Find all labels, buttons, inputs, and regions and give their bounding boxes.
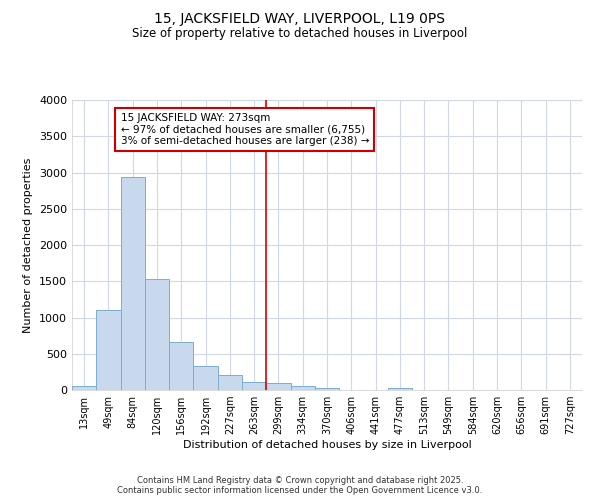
Bar bbox=[193, 366, 218, 390]
Text: Contains HM Land Registry data © Crown copyright and database right 2025.
Contai: Contains HM Land Registry data © Crown c… bbox=[118, 476, 482, 495]
Text: 15, JACKSFIELD WAY, LIVERPOOL, L19 0PS: 15, JACKSFIELD WAY, LIVERPOOL, L19 0PS bbox=[155, 12, 445, 26]
Bar bbox=[169, 342, 193, 390]
Bar bbox=[96, 310, 121, 390]
Bar bbox=[218, 375, 242, 390]
Bar bbox=[266, 384, 290, 390]
Bar bbox=[388, 388, 412, 390]
Text: Size of property relative to detached houses in Liverpool: Size of property relative to detached ho… bbox=[133, 28, 467, 40]
Bar bbox=[290, 386, 315, 390]
Y-axis label: Number of detached properties: Number of detached properties bbox=[23, 158, 34, 332]
Text: 15 JACKSFIELD WAY: 273sqm
← 97% of detached houses are smaller (6,755)
3% of sem: 15 JACKSFIELD WAY: 273sqm ← 97% of detac… bbox=[121, 113, 369, 146]
Bar bbox=[145, 279, 169, 390]
Bar bbox=[72, 386, 96, 390]
Bar bbox=[121, 177, 145, 390]
Bar bbox=[242, 382, 266, 390]
Bar bbox=[315, 388, 339, 390]
X-axis label: Distribution of detached houses by size in Liverpool: Distribution of detached houses by size … bbox=[182, 440, 472, 450]
